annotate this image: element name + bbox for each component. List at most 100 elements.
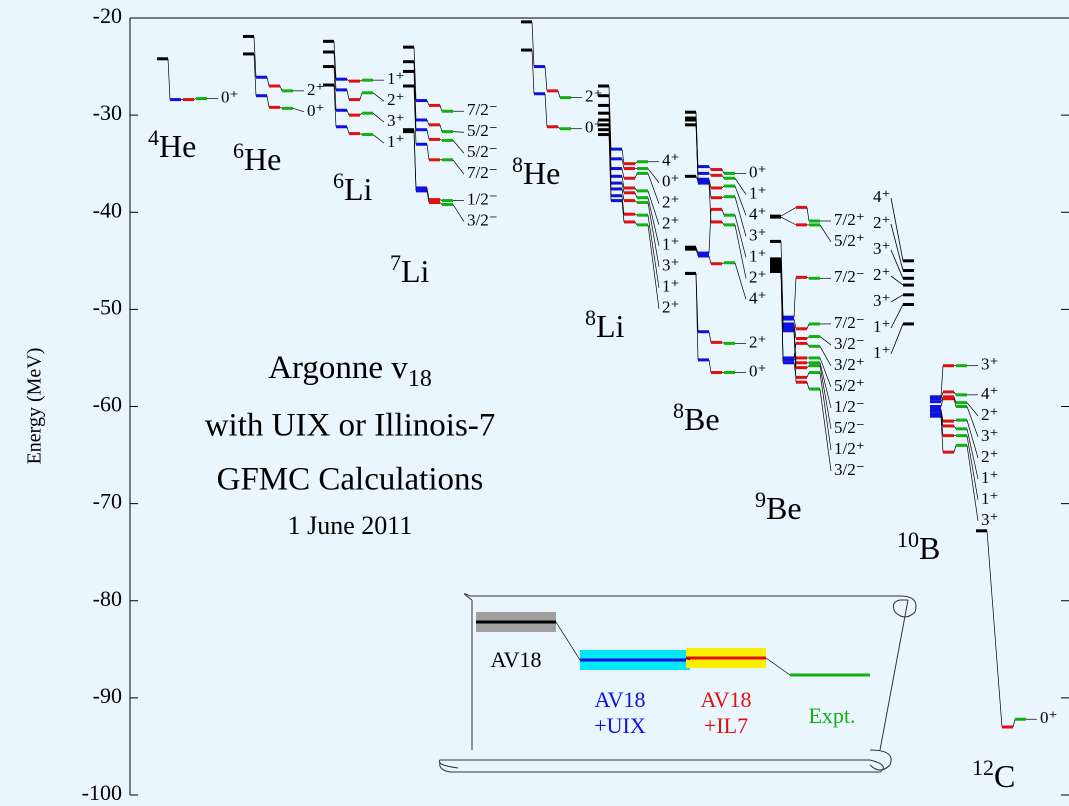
spin-label: 2⁺ (981, 447, 998, 466)
nucleus-mass: 8 (585, 305, 596, 330)
spin-label: 3⁺ (981, 510, 998, 529)
title-text: Argonne v (268, 350, 408, 386)
nucleus-mass: 8 (673, 398, 684, 423)
spin-label: 1⁺ (981, 489, 998, 508)
spin-label: 0⁺ (749, 361, 766, 380)
spin-label: 5/2⁻ (467, 142, 498, 161)
spin-label: 1/2⁻ (467, 190, 498, 209)
spin-label: 2⁺ (387, 90, 404, 109)
legend-label: +UIX (594, 713, 646, 738)
spin-label: 1⁺ (873, 317, 890, 336)
title-subscript: 18 (408, 366, 432, 392)
spin-label: 3⁺ (981, 426, 998, 445)
spin-label: 1/2⁺ (834, 439, 865, 458)
y-tick-label: -60 (93, 392, 122, 417)
spin-label: 0⁺ (749, 162, 766, 181)
spin-label: 5/2⁻ (467, 121, 498, 140)
nucleus-symbol: Be (684, 401, 720, 437)
spin-label: 2⁺ (307, 80, 324, 99)
spin-label: 1/2⁻ (834, 397, 865, 416)
nucleus-symbol: Be (766, 490, 802, 526)
spin-label: 1⁺ (749, 183, 766, 202)
y-tick-label: -100 (82, 780, 122, 805)
spin-label: 2⁺ (873, 265, 890, 284)
spin-label: 2⁺ (662, 214, 679, 233)
y-tick-label: -40 (93, 197, 122, 222)
nucleus-symbol: He (523, 155, 560, 191)
spin-label: 1⁺ (873, 343, 890, 362)
nucleus-mass: 12 (972, 755, 994, 780)
spin-label: 0⁺ (662, 172, 679, 191)
background (0, 0, 1069, 806)
spin-label: 3/2⁺ (834, 355, 865, 374)
spin-label: 4⁺ (662, 151, 679, 170)
nucleus-symbol: He (159, 128, 196, 164)
nucleus-mass: 10 (897, 527, 919, 552)
spin-label: 3⁺ (749, 225, 766, 244)
spin-label: 0⁺ (221, 88, 238, 107)
legend-label: Expt. (808, 703, 855, 728)
nucleus-mass: 7 (390, 250, 401, 275)
spin-label: 5/2⁺ (834, 231, 865, 250)
spin-label: 1⁺ (662, 277, 679, 296)
spin-label: 7/2⁺ (834, 210, 865, 229)
y-tick-label: -30 (93, 100, 122, 125)
spin-label: 5/2⁺ (834, 376, 865, 395)
legend-label: AV18 (595, 687, 646, 712)
spin-label: 4⁺ (873, 187, 890, 206)
spin-label: 3⁺ (387, 111, 404, 130)
spin-label: 2⁺ (981, 405, 998, 424)
spin-label: 0⁺ (307, 101, 324, 120)
spin-label: 2⁺ (749, 267, 766, 286)
spin-label: 1⁺ (387, 132, 404, 151)
spin-label: 7/2⁻ (467, 163, 498, 182)
spin-label: 2⁺ (662, 193, 679, 212)
spin-label: 3/2⁻ (834, 334, 865, 353)
legend-label: AV18 (701, 687, 752, 712)
subtitle: GFMC Calculations (217, 462, 484, 498)
nucleus-symbol: He (244, 141, 281, 177)
spin-label: 3⁺ (981, 355, 998, 374)
nucleus-mass: 8 (512, 152, 523, 177)
spin-label: 5/2⁻ (834, 418, 865, 437)
spin-label: 3⁺ (873, 291, 890, 310)
nucleus-mass: 9 (755, 487, 766, 512)
y-tick-label: -80 (93, 586, 122, 611)
spin-label: 0⁺ (1040, 708, 1057, 727)
spin-label: 1⁺ (981, 468, 998, 487)
spin-label: 3/2⁻ (467, 211, 498, 230)
nucleus-symbol: C (994, 758, 1015, 794)
spin-label: 3/2⁻ (834, 460, 865, 479)
date: 1 June 2011 (288, 511, 413, 540)
legend-label: +IL7 (704, 713, 748, 738)
spin-label: 3⁺ (873, 239, 890, 258)
spin-label: 1⁺ (662, 235, 679, 254)
spin-label: 1⁺ (387, 69, 404, 88)
spin-label: 7/2⁻ (834, 313, 865, 332)
spin-label: 4⁺ (749, 288, 766, 307)
nucleus-mass: 4 (148, 125, 159, 150)
nucleus-symbol: Li (344, 171, 373, 207)
spin-label: 2⁺ (749, 332, 766, 351)
spin-label: 2⁺ (662, 298, 679, 317)
spin-label: 3⁺ (662, 256, 679, 275)
nucleus-symbol: B (919, 530, 940, 566)
legend-label: AV18 (491, 647, 542, 672)
spin-label: 7/2⁻ (467, 100, 498, 119)
y-tick-label: -90 (93, 683, 122, 708)
subtitle: with UIX or Illinois-7 (205, 408, 496, 444)
title: Argonne v18 (268, 350, 432, 392)
y-tick-label: -50 (93, 294, 122, 319)
spin-label: 4⁺ (749, 204, 766, 223)
nucleus-mass: 6 (233, 138, 244, 163)
y-axis-label: Energy (MeV) (24, 348, 46, 465)
y-tick-label: -70 (93, 489, 122, 514)
y-tick-label: -20 (93, 3, 122, 28)
nucleus-symbol: Li (401, 253, 430, 289)
spin-label: 7/2⁻ (834, 267, 865, 286)
spin-label: 1⁺ (749, 246, 766, 265)
nucleus-symbol: Li (596, 308, 625, 344)
spin-label: 2⁺ (873, 213, 890, 232)
chart: Energy (MeV) Argonne v18 with UIX or Ill… (0, 0, 1069, 806)
nucleus-mass: 6 (333, 168, 344, 193)
